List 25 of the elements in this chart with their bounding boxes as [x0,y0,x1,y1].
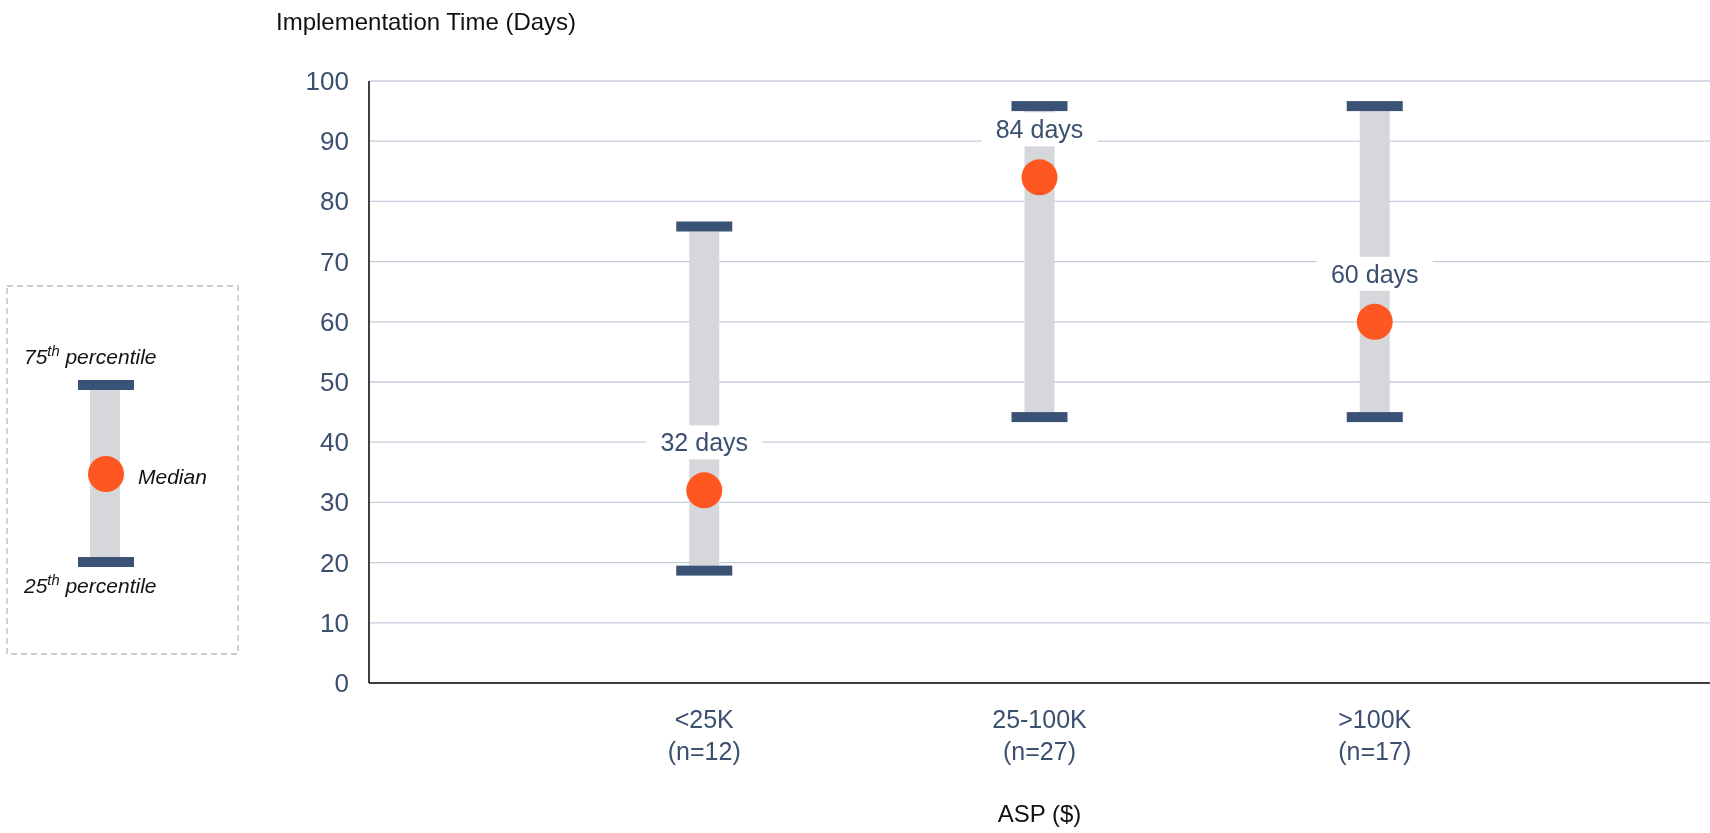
data-label: 32 days [660,428,749,457]
y-tick-label: 60 [320,306,349,337]
y-tick-label: 90 [320,126,349,157]
point [1021,159,1058,196]
y-tick-label: 80 [320,186,349,217]
y-tick-label: 100 [305,66,349,96]
y-tick-label: 70 [320,246,349,277]
text: 75$^{th}$ percentile [24,343,157,368]
data-label: 60 days [1330,259,1419,288]
y-axis-title: Implementation Time (Days) [276,8,577,35]
point [1356,303,1393,340]
text: 25$^{th}$ percentile [23,572,157,597]
y-tick-label: 40 [320,427,349,458]
x-tick-label: >100K (n=17) [1338,705,1412,765]
y-tick-label: 30 [320,487,349,518]
data-label: 84 days [995,115,1084,144]
y-tick-label: 0 [334,668,349,698]
x-tick-label: 25-100K (n=27) [992,705,1088,765]
point [686,472,723,509]
x-axis-title: ASP ($) [997,800,1082,827]
y-tick-label: 50 [320,367,349,397]
y-tick-label: 10 [320,607,349,638]
legend-label: Median [138,465,207,488]
x-tick-label: <25K (n=12) [667,705,741,765]
y-tick-label: 20 [320,547,349,578]
